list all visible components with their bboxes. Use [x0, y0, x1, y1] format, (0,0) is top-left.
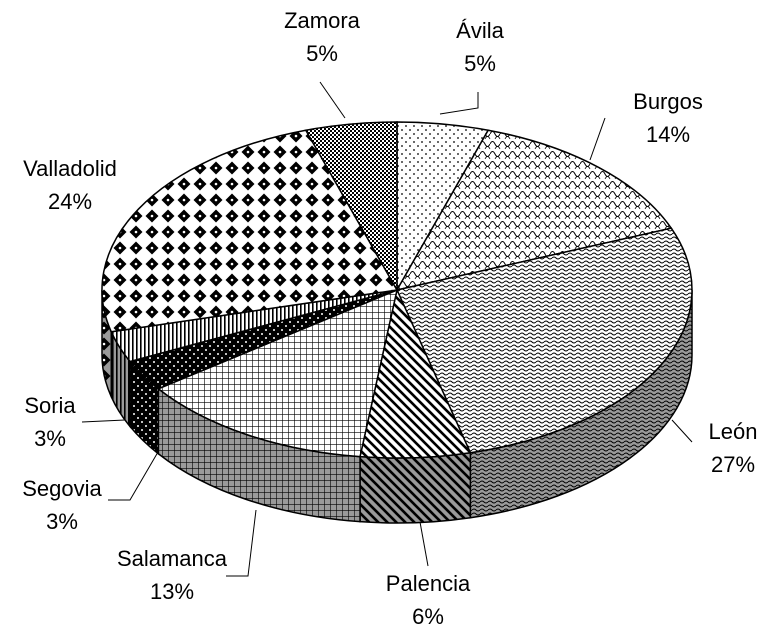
slice-label: Salamanca	[117, 546, 228, 571]
slice-value-label: 3%	[46, 509, 78, 534]
slice-label: Valladolid	[23, 156, 117, 181]
slice-value-label: 5%	[306, 41, 338, 66]
slice-label: Segovia	[22, 476, 102, 501]
slice-label: Ávila	[456, 18, 504, 43]
leader-line	[419, 521, 429, 567]
slice	[395, 227, 693, 454]
leader-line	[319, 81, 346, 119]
slice	[304, 121, 398, 293]
slice-label: Soria	[24, 393, 76, 418]
slice-value-label: 27%	[711, 452, 755, 477]
slice-side	[359, 451, 472, 524]
slice	[156, 288, 399, 458]
slice-label: León	[709, 419, 758, 444]
slice-label: Burgos	[633, 89, 703, 114]
slice	[395, 129, 673, 292]
leader-line	[589, 117, 606, 161]
slice-value-label: 24%	[48, 189, 92, 214]
slice	[101, 129, 399, 333]
slice-value-label: 14%	[646, 122, 690, 147]
slice-label: Zamora	[284, 8, 361, 33]
slice-value-label: 5%	[464, 51, 496, 76]
leader-line	[108, 451, 159, 501]
slice-label: Palencia	[386, 571, 471, 596]
slice-value-label: 3%	[34, 426, 66, 451]
slice-value-label: 13%	[150, 579, 194, 604]
leader-line	[81, 419, 126, 423]
leader-line	[226, 509, 257, 577]
leader-line	[439, 92, 479, 115]
leader-line	[671, 419, 693, 443]
slice-value-label: 6%	[412, 604, 444, 629]
